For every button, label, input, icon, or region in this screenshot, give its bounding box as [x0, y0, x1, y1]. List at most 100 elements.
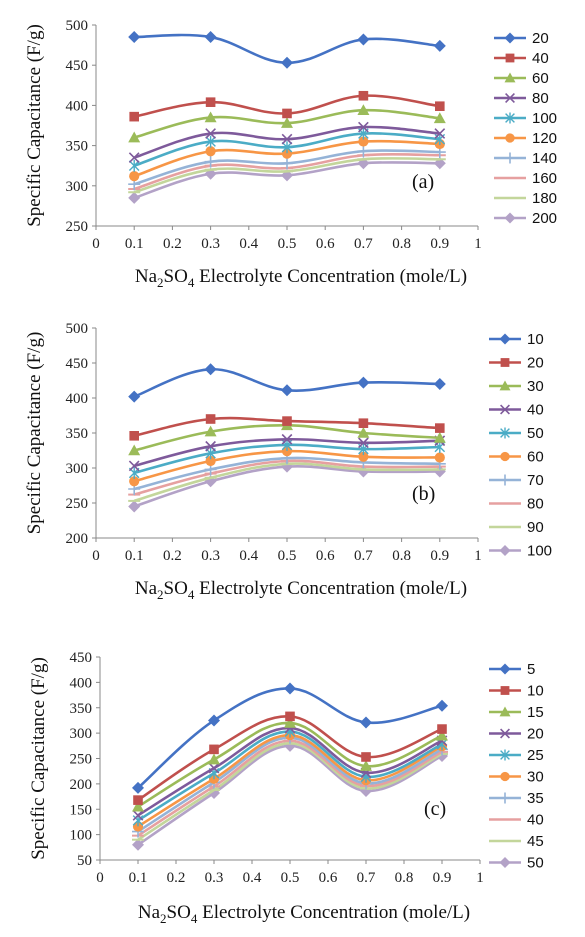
- legend-marker: [504, 32, 516, 44]
- data-point-5: [360, 716, 372, 729]
- data-point-10: [361, 752, 371, 762]
- panel-label: (c): [424, 798, 446, 820]
- data-point-20: [433, 39, 446, 52]
- data-point-80: [205, 128, 216, 139]
- x-tick-label: 1: [476, 870, 484, 886]
- legend-label: 60: [527, 449, 544, 466]
- legend-label: 10: [527, 683, 544, 700]
- chart-panel-1: 200 250 300 350 400 450 500 0 0.1 0.2 0.3 0.4 0.5 0.6…: [24, 321, 552, 602]
- data-point-50: [132, 838, 144, 851]
- data-point-30: [357, 427, 370, 438]
- data-point-20: [128, 31, 141, 44]
- data-point-20: [129, 431, 139, 441]
- data-point-10: [285, 711, 295, 722]
- legend-marker: [500, 451, 510, 462]
- y-tick-label: 50: [77, 853, 92, 869]
- legend-item: 30: [489, 378, 544, 395]
- legend-item: 25: [489, 747, 544, 764]
- x-tick-label: 0.5: [281, 870, 300, 886]
- data-point-60: [281, 117, 293, 128]
- legend-marker: [504, 212, 516, 224]
- y-axis-title: Specific Capacitance (F/g): [24, 332, 45, 535]
- legend-item: 5: [489, 661, 535, 678]
- legend-marker: [499, 474, 511, 486]
- data-point-10: [437, 724, 447, 734]
- data-point-120: [129, 171, 140, 182]
- data-point-120: [205, 146, 216, 157]
- data-point-60: [434, 452, 445, 463]
- y-tick-label: 300: [66, 179, 89, 195]
- x-tick-label: 0.5: [278, 236, 297, 252]
- legend-marker: [504, 152, 516, 164]
- data-point-20: [205, 414, 216, 424]
- data-point-40: [282, 108, 292, 119]
- data-point-80: [358, 121, 369, 133]
- data-point-100: [205, 135, 216, 148]
- data-point-80: [281, 133, 293, 145]
- legend-label: 180: [532, 190, 557, 207]
- legend-label: 25: [527, 747, 544, 764]
- legend-item: 200: [494, 210, 557, 227]
- legend-item: 30: [489, 769, 544, 786]
- series-line-40: [137, 739, 443, 837]
- legend-marker: [500, 728, 510, 739]
- y-tick-label: 300: [66, 461, 89, 477]
- data-point-10: [209, 744, 219, 755]
- data-point-120: [358, 136, 369, 147]
- x-tick-label: 0: [96, 870, 104, 886]
- x-tick-label: 0.1: [125, 236, 144, 252]
- data-point-140: [281, 157, 293, 170]
- legend-label: 20: [527, 726, 544, 743]
- y-tick-label: 200: [66, 531, 89, 547]
- data-point-15: [132, 800, 144, 812]
- legend-item: 140: [494, 150, 557, 167]
- y-tick-label: 450: [66, 356, 89, 372]
- data-point-15: [360, 760, 372, 771]
- y-tick-label: 500: [66, 321, 89, 337]
- legend-label: 100: [527, 543, 552, 560]
- y-tick-label: 350: [66, 426, 89, 442]
- data-point-80: [128, 152, 140, 164]
- data-point-100: [281, 141, 293, 154]
- data-point-5: [208, 714, 220, 727]
- data-point-60: [358, 451, 369, 462]
- legend-label: 160: [532, 170, 557, 187]
- x-tick-label: 0.6: [316, 236, 335, 252]
- data-point-60: [129, 476, 140, 487]
- legend-item: 20: [494, 30, 549, 47]
- data-point-40: [281, 433, 293, 445]
- y-tick-label: 200: [70, 777, 93, 793]
- legend-item: 35: [489, 790, 544, 807]
- y-tick-label: 150: [70, 802, 93, 818]
- y-tick-label: 500: [66, 18, 89, 34]
- x-tick-label: 0.6: [316, 548, 335, 564]
- data-point-140: [357, 145, 370, 158]
- data-point-60: [281, 446, 293, 457]
- y-tick-label: 450: [70, 650, 93, 666]
- x-tick-label: 1: [474, 548, 482, 564]
- data-point-100: [128, 159, 140, 172]
- data-point-10: [128, 390, 141, 403]
- y-tick-label: 400: [66, 98, 89, 114]
- legend-label: 60: [532, 70, 549, 87]
- data-point-20: [435, 423, 445, 433]
- data-point-10: [357, 376, 370, 389]
- legend-marker: [500, 749, 510, 761]
- data-point-20: [208, 762, 220, 774]
- legend-marker: [499, 545, 511, 556]
- legend-item: 50: [489, 425, 544, 442]
- y-tick-label: 450: [66, 58, 89, 74]
- legend-item: 20: [489, 355, 544, 372]
- legend-marker: [499, 663, 511, 675]
- y-axis-title: Specific Capacitance (F/g): [28, 657, 49, 860]
- legend-item: 180: [494, 190, 557, 207]
- data-point-60: [204, 111, 217, 123]
- legend-marker: [500, 404, 510, 415]
- legend-item: 100: [489, 543, 552, 560]
- x-tick-label: 1: [474, 236, 482, 252]
- axis-lines: [95, 328, 478, 539]
- x-tick-label: 0.7: [354, 548, 373, 564]
- legend-item: 40: [494, 50, 549, 67]
- x-tick-label: 0.8: [392, 236, 411, 252]
